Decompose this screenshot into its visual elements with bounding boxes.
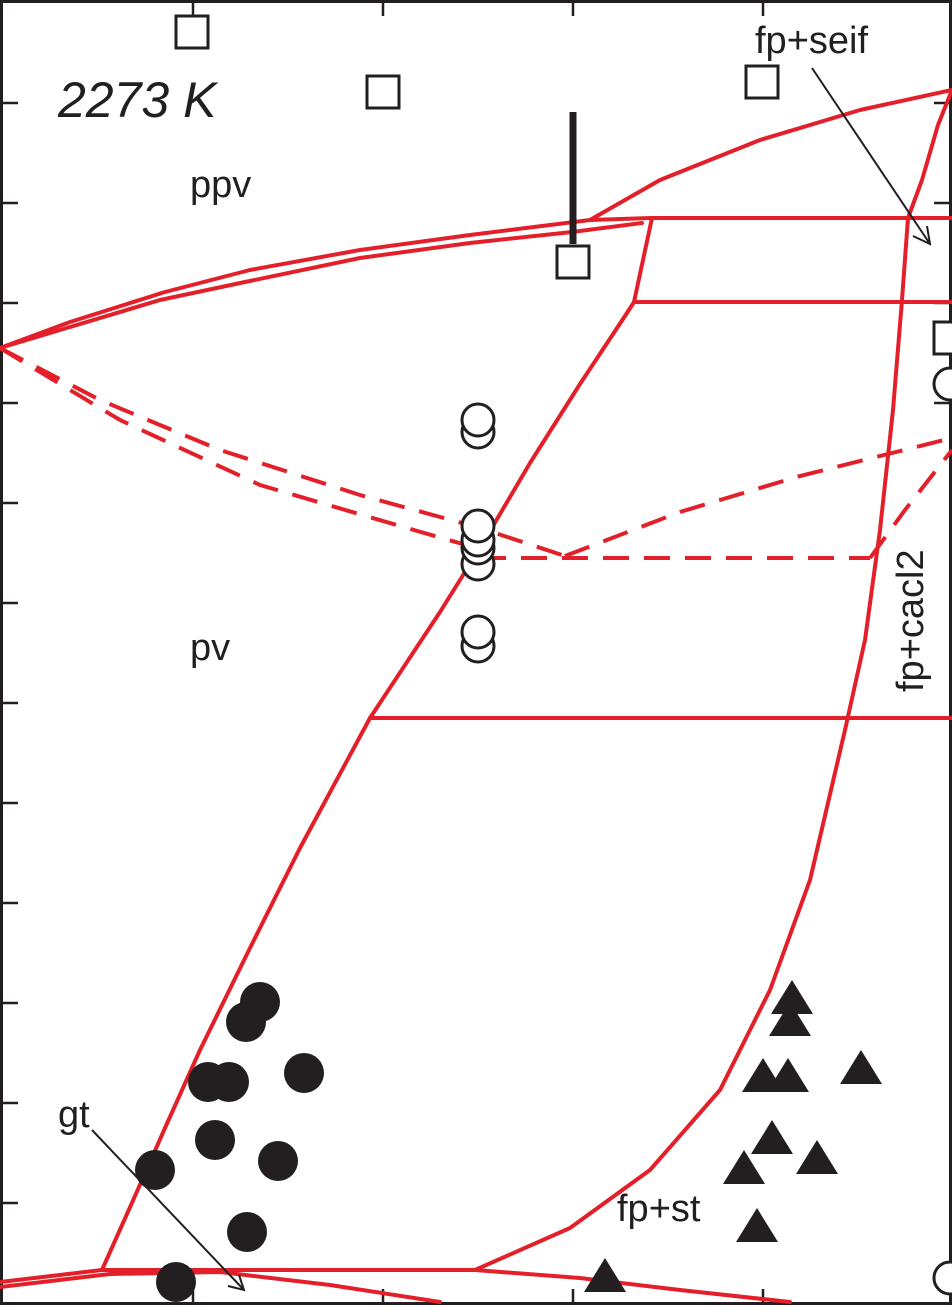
phase-label-gt: gt bbox=[58, 1094, 90, 1136]
filled-triangle-marker bbox=[796, 1140, 838, 1174]
filled-triangle-markers bbox=[584, 980, 882, 1292]
filled-triangle-marker bbox=[840, 1050, 882, 1084]
dashed-upper bbox=[0, 346, 566, 558]
open-square-marker bbox=[932, 320, 952, 356]
open-circle-marker bbox=[460, 508, 496, 544]
filled-circle-markers bbox=[135, 982, 324, 1302]
pv-high-pressure-curve bbox=[588, 88, 952, 222]
ppv-pv-upper-boundary bbox=[0, 216, 952, 350]
dashed-lower bbox=[0, 346, 481, 551]
open-square-marker bbox=[174, 14, 210, 50]
temperature-label: 2273 K bbox=[57, 72, 219, 128]
phase-label-fp-seif: fp+seif bbox=[755, 20, 868, 62]
filled-triangle-marker bbox=[767, 1058, 809, 1092]
filled-circle-marker bbox=[284, 1053, 324, 1093]
gt-arrow-head bbox=[227, 1274, 246, 1292]
open-circle-marker bbox=[932, 366, 952, 402]
gt-arrow-line bbox=[91, 1129, 245, 1291]
fp-st-bottom-boundary bbox=[473, 1268, 792, 1304]
gt-boundary-lower-left bbox=[0, 1268, 104, 1284]
phase-label-ppv: ppv bbox=[190, 164, 251, 206]
dashed-right-up bbox=[564, 436, 952, 558]
filled-triangle-marker bbox=[736, 1208, 778, 1242]
gt-boundary-lower-right bbox=[0, 1270, 442, 1304]
open-circle-marker bbox=[460, 614, 496, 650]
open-circle-markers bbox=[460, 366, 952, 1296]
filled-triangle-marker bbox=[769, 1002, 811, 1036]
phase-boundaries bbox=[0, 88, 952, 1304]
filled-triangle-marker bbox=[584, 1258, 626, 1292]
seif-arrow-head bbox=[912, 225, 932, 246]
ppv-pv-lower-boundary bbox=[0, 221, 644, 350]
fp-st-boundary bbox=[473, 216, 910, 1272]
open-square-marker bbox=[365, 74, 401, 110]
filled-circle-marker bbox=[227, 1212, 267, 1252]
open-square-markers bbox=[174, 14, 952, 356]
filled-circle-marker bbox=[156, 1262, 196, 1302]
phase-label-fp-st: fp+st bbox=[617, 1188, 701, 1230]
annotation-arrows bbox=[91, 67, 932, 1292]
pv-fp-boundary bbox=[100, 216, 654, 1272]
filled-circle-marker bbox=[226, 1002, 266, 1042]
right-upper-curve bbox=[906, 88, 952, 220]
filled-triangle-marker bbox=[723, 1150, 765, 1184]
open-square-marker bbox=[744, 64, 780, 100]
filled-circle-marker bbox=[135, 1150, 175, 1190]
filled-circle-marker bbox=[195, 1120, 235, 1160]
open-circle-marker bbox=[932, 1260, 952, 1296]
filled-triangle-marker bbox=[771, 980, 813, 1014]
filled-triangle-marker bbox=[751, 1120, 793, 1154]
open-square-marker bbox=[555, 244, 591, 280]
filled-circle-marker bbox=[258, 1141, 298, 1181]
phase-label-fp-cacl2: fp+cacl2 bbox=[890, 549, 932, 692]
dashed-right-down bbox=[868, 448, 952, 560]
phase-label-pv: pv bbox=[190, 627, 230, 669]
open-circle-marker bbox=[460, 402, 496, 438]
seif-arrow-line bbox=[811, 67, 931, 245]
filled-circle-marker bbox=[209, 1062, 249, 1102]
dashed-boundaries bbox=[0, 346, 952, 560]
